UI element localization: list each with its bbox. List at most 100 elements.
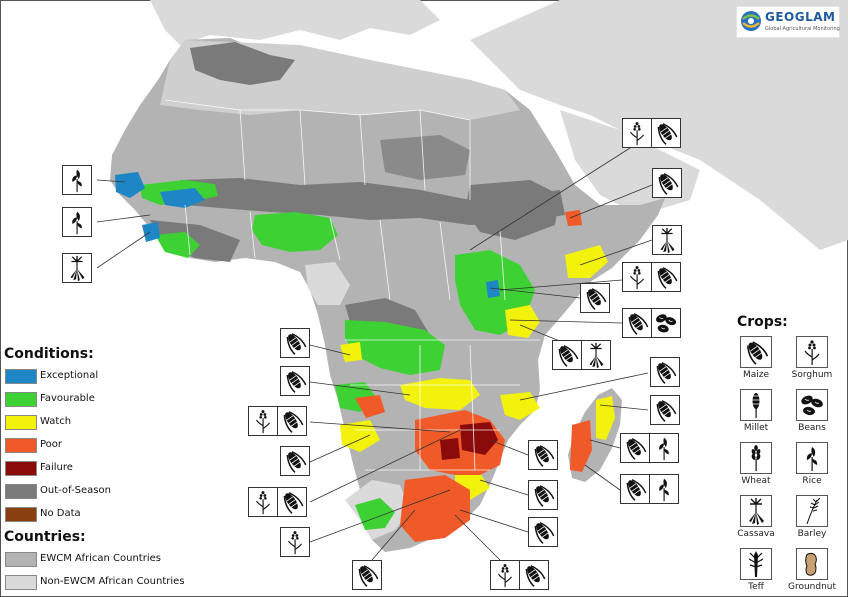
crop-legend-label: Millet	[743, 423, 769, 433]
legend-row-no-data: No Data	[4, 504, 219, 527]
favourable-namibia-north	[355, 498, 395, 530]
crops-legend: Crops: Maize Sorghum Millet Beans Wheat Rice C…	[732, 314, 848, 597]
crop-callout-madagascar-north	[650, 395, 680, 425]
legend-row-favourable: Favourable	[4, 389, 219, 412]
maize-icon	[650, 357, 680, 387]
crop-legend-label: Sorghum	[791, 370, 833, 380]
maize-icon	[519, 560, 549, 590]
crop-callout-mozambique-north	[552, 340, 611, 370]
cassava-icon	[652, 225, 682, 255]
non-ewcm-gabon-congo	[305, 262, 350, 305]
countries-title: Countries:	[4, 529, 86, 545]
maize-icon	[622, 308, 652, 338]
wheat-icon	[740, 442, 772, 474]
maize-icon	[528, 517, 558, 547]
crop-legend-item: Teff	[732, 548, 784, 597]
maize-icon	[651, 262, 681, 292]
sorghum-icon	[248, 487, 278, 517]
crop-callout-madagascar-south	[620, 474, 679, 504]
crop-callout-botswana	[280, 446, 310, 476]
crop-legend-label: Wheat	[741, 476, 771, 486]
rice-icon	[649, 474, 679, 504]
rice-icon	[649, 433, 679, 463]
maize-icon	[280, 366, 310, 396]
swatch-out-of-season	[5, 484, 37, 499]
crop-callout-mozambique-south	[528, 517, 558, 547]
sorghum-icon	[796, 336, 828, 368]
crop-legend-item: Wheat	[732, 442, 784, 492]
maize-icon	[651, 118, 681, 148]
crop-callout-zimbabwe	[528, 480, 558, 510]
out-of-season-north-africa	[190, 42, 295, 85]
legend-label: EWCM African Countries	[40, 553, 161, 564]
crops-title: Crops:	[737, 314, 788, 330]
legend-label: Non-EWCM African Countries	[40, 576, 185, 587]
watch-madagascar	[596, 396, 615, 440]
crop-callout-uganda	[580, 283, 610, 313]
poor-south-africa	[400, 475, 470, 542]
exceptional-sierra-leone	[142, 222, 160, 242]
out-of-season-sudan	[380, 135, 470, 180]
teff-icon	[740, 548, 772, 580]
globe-icon	[741, 11, 761, 31]
crop-callout-malawi	[650, 357, 680, 387]
logo-subtitle: Global Agricultural Monitoring	[765, 26, 840, 32]
legend-row-non-ewcm: Non-EWCM African Countries	[4, 572, 219, 595]
rice-icon	[62, 165, 92, 195]
logo-title: GEOGLAM	[765, 10, 836, 24]
swatch-non-ewcm	[5, 575, 37, 590]
exceptional-mali	[160, 188, 205, 208]
legend-row-exceptional: Exceptional	[4, 366, 219, 389]
crop-callout-senegal-gambia	[62, 165, 92, 195]
conditions-title: Conditions:	[4, 346, 94, 362]
poor-angola-west	[355, 395, 385, 418]
swatch-poor	[5, 438, 37, 453]
millet-icon	[740, 389, 772, 421]
watch-horn-africa	[565, 245, 608, 278]
exceptional-uganda	[486, 280, 500, 298]
crop-legend-item: Beans	[788, 389, 840, 439]
crop-callout-namibia-south	[248, 487, 307, 517]
rice-icon	[796, 442, 828, 474]
crop-legend-label: Groundnut	[787, 582, 837, 592]
africa-landmass	[110, 38, 665, 552]
crop-legend-item: Cassava	[732, 495, 784, 545]
maize-icon	[620, 474, 650, 504]
crop-legend-item: Rice	[788, 442, 840, 492]
crop-callout-lesotho	[352, 560, 382, 590]
crop-callout-sudan-east	[622, 118, 681, 148]
crop-callout-angola-south	[280, 366, 310, 396]
favourable-nigeria	[252, 212, 338, 252]
beans-icon	[651, 308, 681, 338]
crop-legend-label: Barley	[797, 529, 827, 539]
crop-legend-item: Millet	[732, 389, 784, 439]
failure-mozambique	[440, 438, 460, 460]
beans-icon	[796, 389, 828, 421]
crop-callout-guinea	[62, 207, 92, 237]
maize-icon	[280, 446, 310, 476]
legend-label: Favourable	[40, 393, 95, 404]
crop-legend-item: Sorghum	[788, 336, 840, 386]
cassava-icon	[581, 340, 611, 370]
maize-icon	[277, 406, 307, 436]
sorghum-icon	[622, 262, 652, 292]
crop-legend-label: Beans	[798, 423, 826, 433]
poor-somalia-patch	[565, 210, 582, 226]
crop-legend-item: Groundnut	[788, 548, 840, 597]
maize-icon	[528, 440, 558, 470]
geoglam-logo: GEOGLAM Global Agricultural Monitoring	[736, 6, 840, 38]
crop-legend-label: Teff	[748, 582, 764, 592]
legend-label: Watch	[40, 416, 72, 427]
crop-callout-kenya	[622, 262, 681, 292]
legend-label: No Data	[40, 508, 81, 519]
crop-legend-item: Barley	[788, 495, 840, 545]
maize-icon	[277, 487, 307, 517]
maize-icon	[740, 336, 772, 368]
swatch-favourable	[5, 392, 37, 407]
europe-landmass	[150, 0, 440, 45]
crop-callout-south-africa-west	[280, 527, 310, 557]
cassava-icon	[62, 253, 92, 283]
callout-leaders	[96, 147, 653, 561]
